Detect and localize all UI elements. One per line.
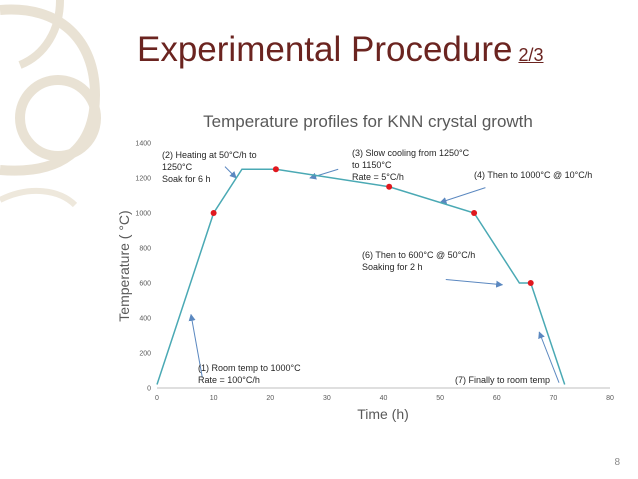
annotation-text: (7) Finally to room temp [455, 375, 550, 385]
annotation-text: to 1150°C [352, 160, 392, 170]
annotation-text: (3) Slow cooling from 1250°C [352, 148, 470, 158]
annotation-text: Rate = 5°C/h [352, 172, 404, 182]
y-tick-label: 200 [139, 351, 151, 358]
data-points [210, 166, 534, 286]
annotation-text: Soak for 6 h [162, 174, 211, 184]
data-point-marker [210, 210, 217, 216]
y-tick-label: 1000 [135, 211, 151, 218]
page-number: 8 [614, 457, 620, 468]
y-tick-label: 400 [139, 316, 151, 323]
annotation-text: (4) Then to 1000°C @ 10°C/h [474, 170, 592, 180]
annotation-text: Rate = 100°C/h [198, 375, 260, 385]
slide-title: Experimental Procedure 2/3 [137, 30, 544, 70]
data-point-marker [272, 166, 279, 173]
data-point-marker [471, 210, 478, 216]
y-tick-label: 600 [139, 281, 151, 288]
annotation-arrow [188, 313, 203, 378]
y-tick-label: 1200 [135, 176, 151, 183]
y-tick-label: 800 [139, 246, 151, 253]
annotations: (1) Room temp to 1000°C Rate = 100°C/h (2)… [162, 148, 592, 385]
x-axis-label: Time (h) [357, 406, 409, 422]
annotation-text: (2) Heating at 50°C/h to [162, 150, 257, 160]
y-tick-label: 0 [147, 386, 151, 393]
x-tick-label: 0 [155, 395, 159, 402]
annotation-text: Soaking for 2 h [362, 262, 423, 272]
annotation-arrow [224, 166, 237, 179]
x-tick-label: 50 [436, 395, 444, 402]
temperature-series [156, 168, 566, 385]
tick-labels: 0 10 20 30 40 50 60 70 8002004006008001000120014… [135, 141, 614, 403]
x-tick-label: 20 [266, 395, 274, 402]
chart-title: Temperature profiles for KNN crystal gro… [203, 112, 533, 131]
annotation-arrow [309, 168, 339, 180]
title-suffix: 2/3 [518, 45, 544, 65]
annotation-text: (1) Room temp to 1000°C [198, 363, 301, 373]
annotation-arrow [445, 279, 504, 288]
data-point-marker [386, 183, 393, 190]
data-point-marker [527, 280, 534, 286]
annotation-arrow [538, 331, 560, 383]
y-axis-label: Temperature ( °C) [116, 210, 132, 321]
annotation-arrows [188, 166, 560, 383]
annotation-arrow [439, 187, 486, 204]
x-tick-label: 30 [323, 395, 331, 402]
annotation-text: 1250°C [162, 162, 193, 172]
title-text: Experimental Procedure [137, 30, 513, 69]
x-tick-label: 60 [493, 395, 501, 402]
x-tick-label: 10 [210, 395, 218, 402]
x-tick-label: 40 [380, 395, 388, 402]
series-line [156, 168, 566, 385]
x-tick-label: 80 [606, 395, 614, 402]
x-tick-label: 70 [549, 395, 557, 402]
annotation-text: (6) Then to 600°C @ 50°C/h [362, 250, 475, 260]
y-tick-label: 1400 [135, 141, 151, 148]
